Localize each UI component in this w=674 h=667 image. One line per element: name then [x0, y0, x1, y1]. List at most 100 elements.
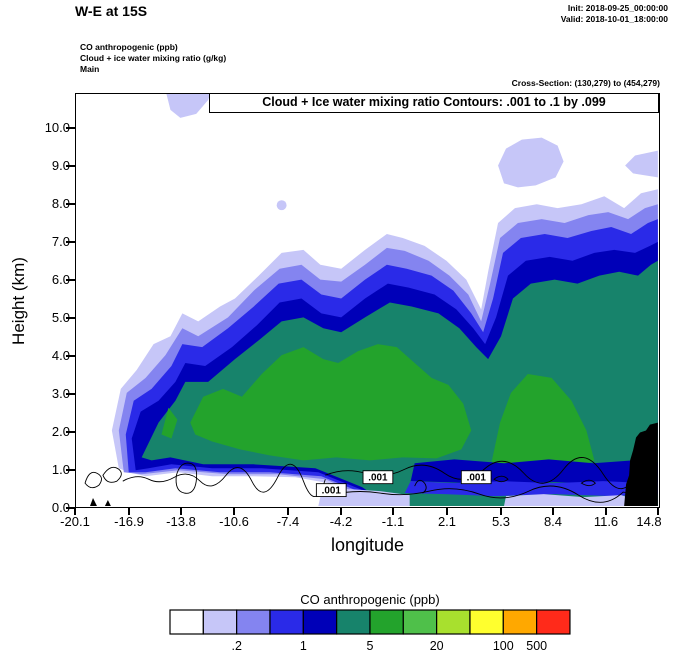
x-tick-mark	[552, 508, 554, 515]
x-tick-label: -1.1	[381, 514, 405, 529]
y-axis-title: Height (km)	[9, 257, 28, 345]
x-tick-label: 5.3	[491, 514, 511, 529]
contour-label-box	[315, 483, 347, 498]
terrain-silhouette	[624, 422, 658, 506]
cross-section-label: Cross-Section: (130,279) to (454,279)	[511, 78, 660, 88]
y-tick-mark	[66, 165, 75, 167]
colorbar-tick-label: 1	[300, 639, 307, 653]
contour-label: .001	[368, 473, 388, 484]
x-tick-label: 14.8	[636, 514, 662, 529]
x-tick-label: 8.4	[543, 514, 563, 529]
y-tick-label: 5.0	[51, 310, 70, 325]
grid-label: Main	[80, 64, 100, 75]
contour-label: .001	[467, 473, 487, 484]
y-tick-label: 4.0	[51, 348, 70, 363]
x-tick-mark	[74, 508, 76, 515]
terrain-speck	[104, 500, 111, 506]
plot-area: .001 .001 .001 Cloud + Ice water mixing …	[75, 93, 660, 508]
x-tick-label: 11.6	[593, 514, 619, 529]
x-tick-mark	[605, 508, 607, 515]
field-list: CO anthropogenic (ppb) Cloud + ice water…	[80, 42, 226, 75]
x-tick-label: 2.1	[437, 514, 457, 529]
colorbar-cell	[202, 609, 238, 635]
y-tick-label: 9.0	[51, 158, 70, 173]
fill-region-lavender-patch-rightedge	[625, 150, 658, 178]
x-tick-mark	[128, 508, 130, 515]
x-tick-mark	[180, 508, 182, 515]
colorbar-tick-labels: .2 1 5 20 100 500	[231, 639, 547, 653]
y-tick-mark	[66, 469, 75, 471]
colorbar-cell	[469, 609, 504, 635]
x-tick-mark	[392, 508, 394, 515]
contour-label-box	[362, 470, 394, 485]
colorbar-cell	[536, 609, 571, 635]
fill-region-green-right	[491, 373, 595, 475]
terrain-speck	[90, 498, 97, 506]
y-tick-mark	[66, 507, 75, 509]
colorbar-cell	[302, 609, 338, 635]
colorbar-cell	[269, 609, 304, 635]
x-tick-mark	[446, 508, 448, 515]
y-tick-label: 6.0	[51, 272, 70, 287]
y-tick-label: 3.0	[51, 386, 70, 401]
contour-note-box: Cloud + Ice water mixing ratio Contours:…	[209, 93, 659, 113]
x-tick-mark	[500, 508, 502, 515]
y-tick-mark	[66, 317, 75, 319]
field-cloud-label: Cloud + ice water mixing ratio (g/kg)	[80, 53, 227, 64]
colorbar-tick-label: 5	[367, 639, 374, 653]
fill-region-green-core	[190, 344, 472, 461]
cross-section-plot: .001 .001 .001	[84, 94, 658, 506]
colorbar-cell	[336, 609, 371, 635]
x-tick-label: -20.1	[60, 514, 90, 529]
colorbar: .2 1 5 20 100 500	[169, 609, 571, 653]
x-tick-mark	[233, 508, 235, 515]
colorbar-cell	[369, 609, 404, 635]
y-tick-label: 1.0	[51, 462, 70, 477]
run-times: Init: 2018-09-25_00:00:00 Valid: 2018-10…	[561, 3, 668, 25]
colorbar-cell	[436, 609, 471, 635]
colorbar-tick-label: 20	[430, 639, 444, 653]
x-tick-label: -16.9	[114, 514, 144, 529]
colorbar-cell	[402, 609, 438, 635]
colorbar-tick-label: 100	[493, 639, 514, 653]
x-tick-mark	[287, 508, 289, 515]
field-co-label: CO anthropogenic (ppb)	[80, 42, 178, 52]
y-tick-mark	[66, 203, 75, 205]
init-time: Init: 2018-09-25_00:00:00	[567, 3, 668, 13]
colorbar-title: CO anthropogenic (ppb)	[300, 592, 440, 607]
y-tick-label: 7.0	[51, 234, 70, 249]
colorbar-tick-label: 500	[526, 639, 547, 653]
y-tick-mark	[66, 355, 75, 357]
colorbar-cell	[236, 609, 271, 635]
fill-surface-darkblue-band	[410, 459, 658, 485]
page-title: W-E at 15S	[75, 3, 148, 19]
colorbar-tick-label: .2	[231, 639, 241, 653]
x-tick-label: -10.6	[219, 514, 249, 529]
y-tick-label: 10.0	[44, 120, 70, 135]
y-tick-mark	[66, 241, 75, 243]
x-tick-label: -13.8	[166, 514, 196, 529]
x-tick-mark	[340, 508, 342, 515]
y-tick-label: 8.0	[51, 196, 70, 211]
fill-surface-blue-band	[404, 481, 658, 497]
y-tick-label: 0.0	[51, 500, 70, 515]
fill-region-lavender-patch-topright	[498, 137, 564, 188]
contour-label: .001	[322, 486, 342, 497]
x-tick-label: -7.4	[276, 514, 300, 529]
contour-label-group: .001 .001 .001	[315, 470, 492, 498]
x-tick-mark	[657, 508, 659, 515]
fill-region-green-small	[161, 407, 178, 439]
y-tick-mark	[66, 279, 75, 281]
x-tick-label: -4.2	[329, 514, 353, 529]
y-tick-mark	[66, 393, 75, 395]
y-tick-label: 2.0	[51, 424, 70, 439]
fill-region-lavender-speck	[276, 200, 287, 211]
x-axis-title: longitude	[330, 535, 405, 555]
y-tick-mark	[66, 431, 75, 433]
fill-surface-lavender-strip-right	[504, 494, 634, 506]
contour-label-box	[460, 470, 492, 485]
y-tick-mark	[66, 127, 75, 129]
colorbar-cell	[502, 609, 538, 635]
colorbar-cell	[169, 609, 204, 635]
